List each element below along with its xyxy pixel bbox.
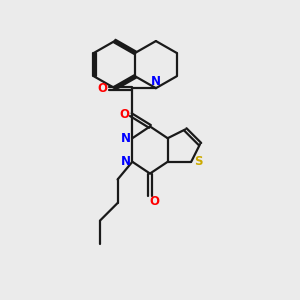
Text: O: O: [149, 195, 159, 208]
Text: N: N: [151, 75, 161, 88]
Text: S: S: [194, 155, 203, 168]
Text: O: O: [119, 108, 129, 121]
Text: O: O: [97, 82, 107, 95]
Text: N: N: [121, 132, 131, 145]
Text: N: N: [121, 155, 131, 168]
